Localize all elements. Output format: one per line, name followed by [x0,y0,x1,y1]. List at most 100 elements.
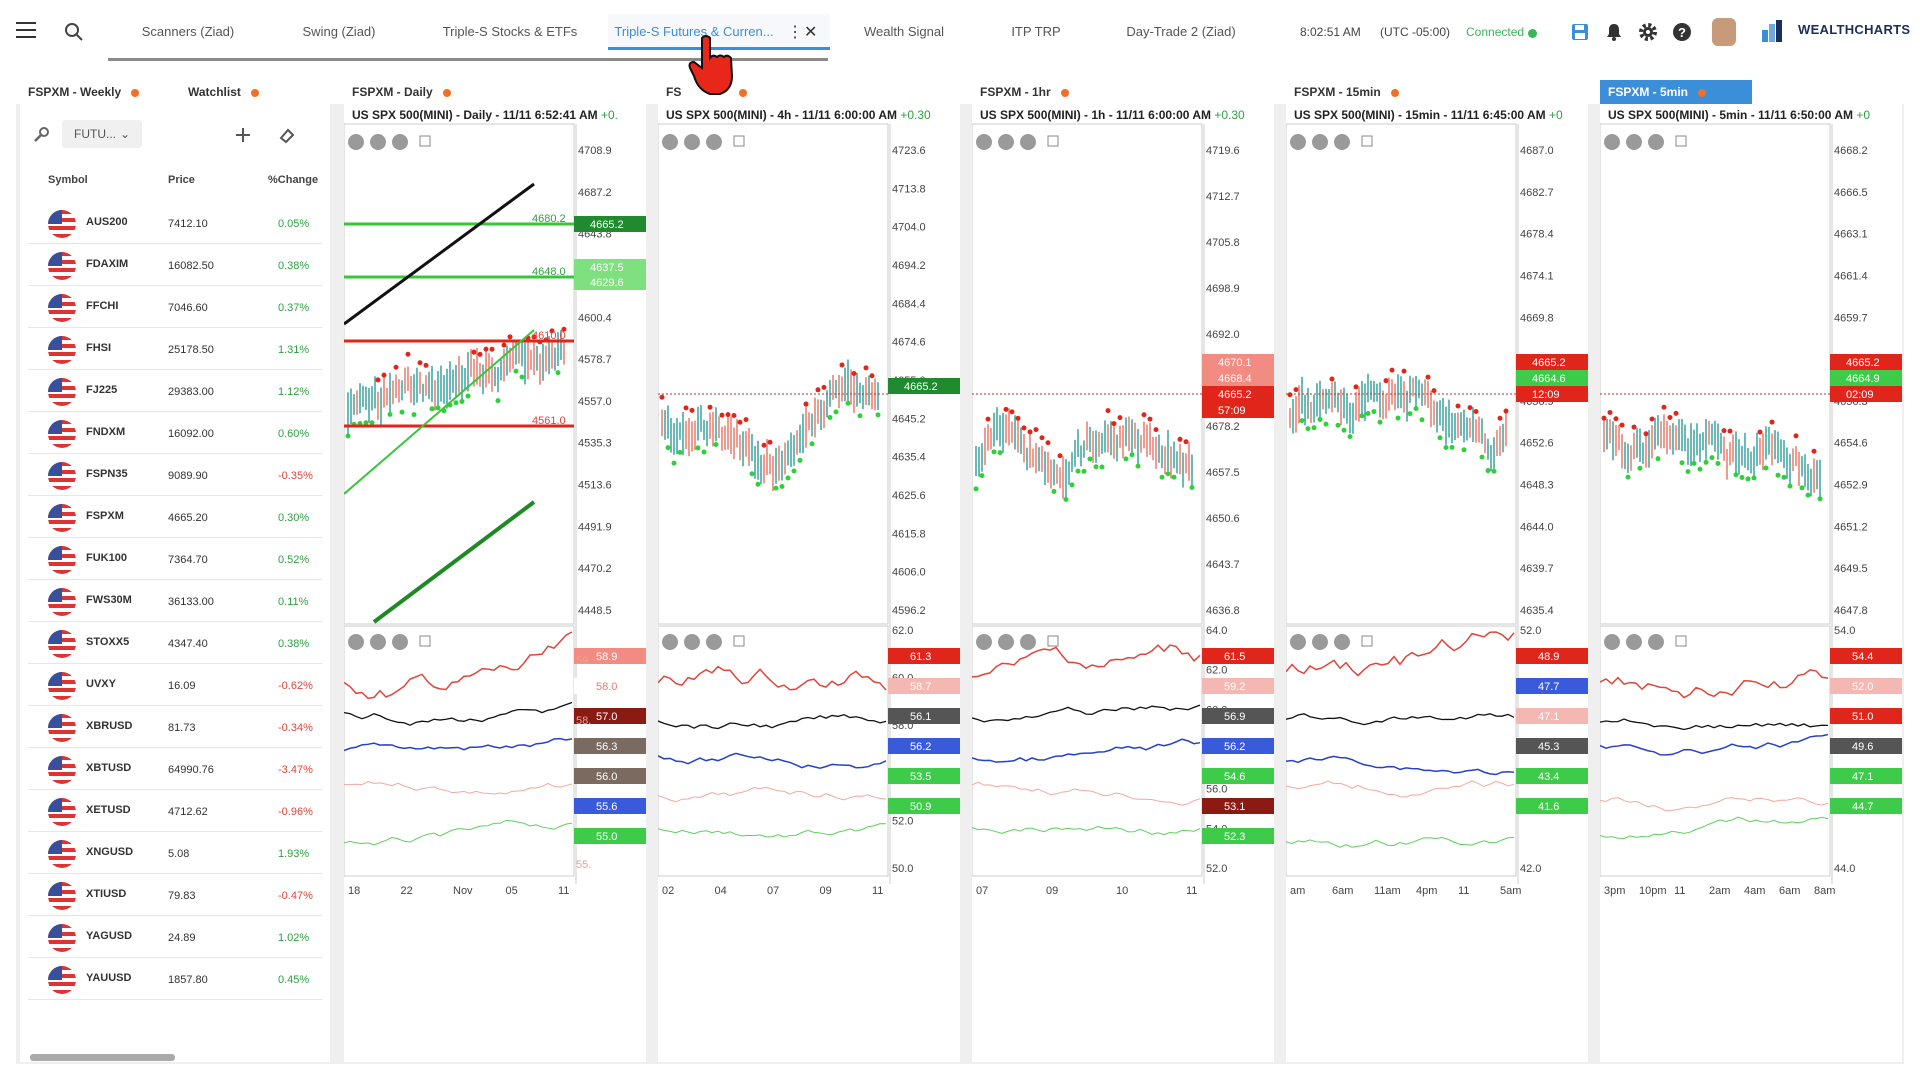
watchlist-row[interactable]: XETUSD 4712.62 -0.96% [28,790,322,832]
tab-day-trade-2[interactable]: Day-Trade 2 (Ziad) [1126,24,1236,39]
expand-icon[interactable] [733,135,745,147]
chart-canvas-15min[interactable]: 4687.04682.74678.44674.14669.84661.24656… [1286,104,1588,1062]
pane-control-icon[interactable] [1648,634,1664,650]
pane-control-icon[interactable] [1604,134,1620,150]
pane-control-icon[interactable] [1604,634,1620,650]
tab-triple-s-futures[interactable]: Triple-S Futures & Curren... [608,14,830,50]
expand-icon[interactable] [1675,635,1687,647]
pane-control-icon[interactable] [370,634,386,650]
expand-icon[interactable] [1675,135,1687,147]
pane-control-icon[interactable] [998,634,1014,650]
pane-control-icon[interactable] [348,134,364,150]
watchlist-row[interactable]: YAGUSD 24.89 1.02% [28,916,322,958]
add-icon[interactable] [234,126,252,144]
pane-control-icon[interactable] [1020,634,1036,650]
chart-canvas-4h[interactable]: 4723.64713.84704.04694.24684.44674.64655… [658,104,960,1062]
expand-icon[interactable] [1361,135,1373,147]
chart-canvas-daily[interactable]: 4708.94687.24643.84622.14600.44578.74557… [344,104,646,1062]
watchlist-row[interactable]: STOXX5 4347.40 0.38% [28,622,322,664]
avatar[interactable] [1712,18,1736,46]
pane-control-icon[interactable] [370,134,386,150]
eraser-icon[interactable] [278,126,296,144]
trendline[interactable] [344,182,535,326]
pane-control-icon[interactable] [1312,634,1328,650]
pane-control-icon[interactable] [684,134,700,150]
pane-control-icon[interactable] [1290,134,1306,150]
tab-wealth-signal[interactable]: Wealth Signal [864,24,944,39]
expand-icon[interactable] [1047,635,1059,647]
panel-tab-15min[interactable]: FSPXM - 15min [1286,80,1436,104]
pane-control-icon[interactable] [684,634,700,650]
watchlist-row[interactable]: FWS30M 36133.00 0.11% [28,580,322,622]
pane-control-icon[interactable] [976,634,992,650]
pane-control-icon[interactable] [392,134,408,150]
pane-control-icon[interactable] [1648,134,1664,150]
trendline[interactable] [344,329,535,495]
pane-control-icon[interactable] [1334,634,1350,650]
watchlist-row[interactable]: XBRUSD 81.73 -0.34% [28,706,322,748]
watchlist-row[interactable]: FHSI 25178.50 1.31% [28,328,322,370]
expand-icon[interactable] [1047,135,1059,147]
watchlist-row[interactable]: FJ225 29383.00 1.12% [28,370,322,412]
pane-control-icon[interactable] [998,134,1014,150]
tab-triple-s-stocks[interactable]: Triple-S Stocks & ETFs [442,24,578,39]
panel-tab-1hr[interactable]: FSPXM - 1hr [972,80,1114,104]
save-icon[interactable] [1570,22,1590,42]
wrench-icon[interactable] [32,126,50,144]
gear-icon[interactable] [1638,22,1658,42]
bell-icon[interactable] [1604,22,1624,42]
watchlist-row[interactable]: XBTUSD 64990.76 -3.47% [28,748,322,790]
help-icon[interactable]: ? [1672,22,1692,42]
watchlist-row[interactable]: FUK100 7364.70 0.52% [28,538,322,580]
pane-control-icon[interactable] [1626,634,1642,650]
panel-tab-5min[interactable]: FSPXM - 5min [1600,80,1752,104]
expand-icon[interactable] [733,635,745,647]
pane-control-icon[interactable] [348,634,364,650]
watchlist-row[interactable]: UVXY 16.09 -0.62% [28,664,322,706]
pane-control-icon[interactable] [706,134,722,150]
chart-canvas-5min[interactable]: 4668.24666.54663.14661.44659.74658.04656… [1600,104,1902,1062]
pane-control-icon[interactable] [976,134,992,150]
search-icon[interactable] [64,22,84,42]
panel-tab-daily[interactable]: FSPXM - Daily [344,80,494,104]
watchlist-row[interactable]: FNDXM 16092.00 0.60% [28,412,322,454]
column-symbol[interactable]: Symbol [48,174,88,186]
watchlist-row[interactable]: AUS200 7412.10 0.05% [28,202,322,244]
watchlist-filter-select[interactable]: FUTU... ⌄ [62,120,142,148]
tab-more-icon[interactable]: ⋮ [787,24,803,41]
tab-scrollbar[interactable] [108,58,828,61]
panel-tab-weekly[interactable]: FSPXM - Weekly [20,80,176,104]
expand-icon[interactable] [419,135,431,147]
watchlist-row[interactable]: XNGUSD 5.08 1.93% [28,832,322,874]
pane-control-icon[interactable] [1020,134,1036,150]
pane-control-icon[interactable] [662,134,678,150]
panel-tab-watchlist[interactable]: Watchlist [180,80,304,104]
expand-icon[interactable] [419,635,431,647]
tab-scanners[interactable]: Scanners (Ziad) [141,24,235,39]
tab-swing[interactable]: Swing (Ziad) [302,24,376,39]
pane-control-icon[interactable] [662,634,678,650]
pane-control-icon[interactable] [706,634,722,650]
signal-dot [1407,411,1413,417]
watchlist-row[interactable]: XTIUSD 79.83 -0.47% [28,874,322,916]
pane-control-icon[interactable] [1312,134,1328,150]
watchlist-row[interactable]: FSPXM 4665.20 0.30% [28,496,322,538]
watchlist-row[interactable]: FDAXIM 16082.50 0.38% [28,244,322,286]
menu-icon[interactable] [16,22,36,40]
oscillator-tag: 47.1 [1516,708,1588,724]
trendline[interactable] [372,500,536,624]
watchlist-row[interactable]: YAUUSD 1857.80 0.45% [28,958,322,1000]
pane-control-icon[interactable] [1626,134,1642,150]
pane-control-icon[interactable] [392,634,408,650]
watchlist-row[interactable]: FSPN35 9089.90 -0.35% [28,454,322,496]
column-change[interactable]: %Change [268,174,319,186]
pane-control-icon[interactable] [1334,134,1350,150]
expand-icon[interactable] [1361,635,1373,647]
tab-close-icon[interactable]: ✕ [804,24,818,41]
watchlist-scrollbar[interactable] [30,1054,175,1061]
watchlist-row[interactable]: FFCHI 7046.60 0.37% [28,286,322,328]
chart-canvas-1hr[interactable]: 4719.64712.74705.84698.94692.04685.14678… [972,104,1274,1062]
pane-control-icon[interactable] [1290,634,1306,650]
column-price[interactable]: Price [168,174,195,186]
tab-itp-trp[interactable]: ITP TRP [1011,24,1061,39]
